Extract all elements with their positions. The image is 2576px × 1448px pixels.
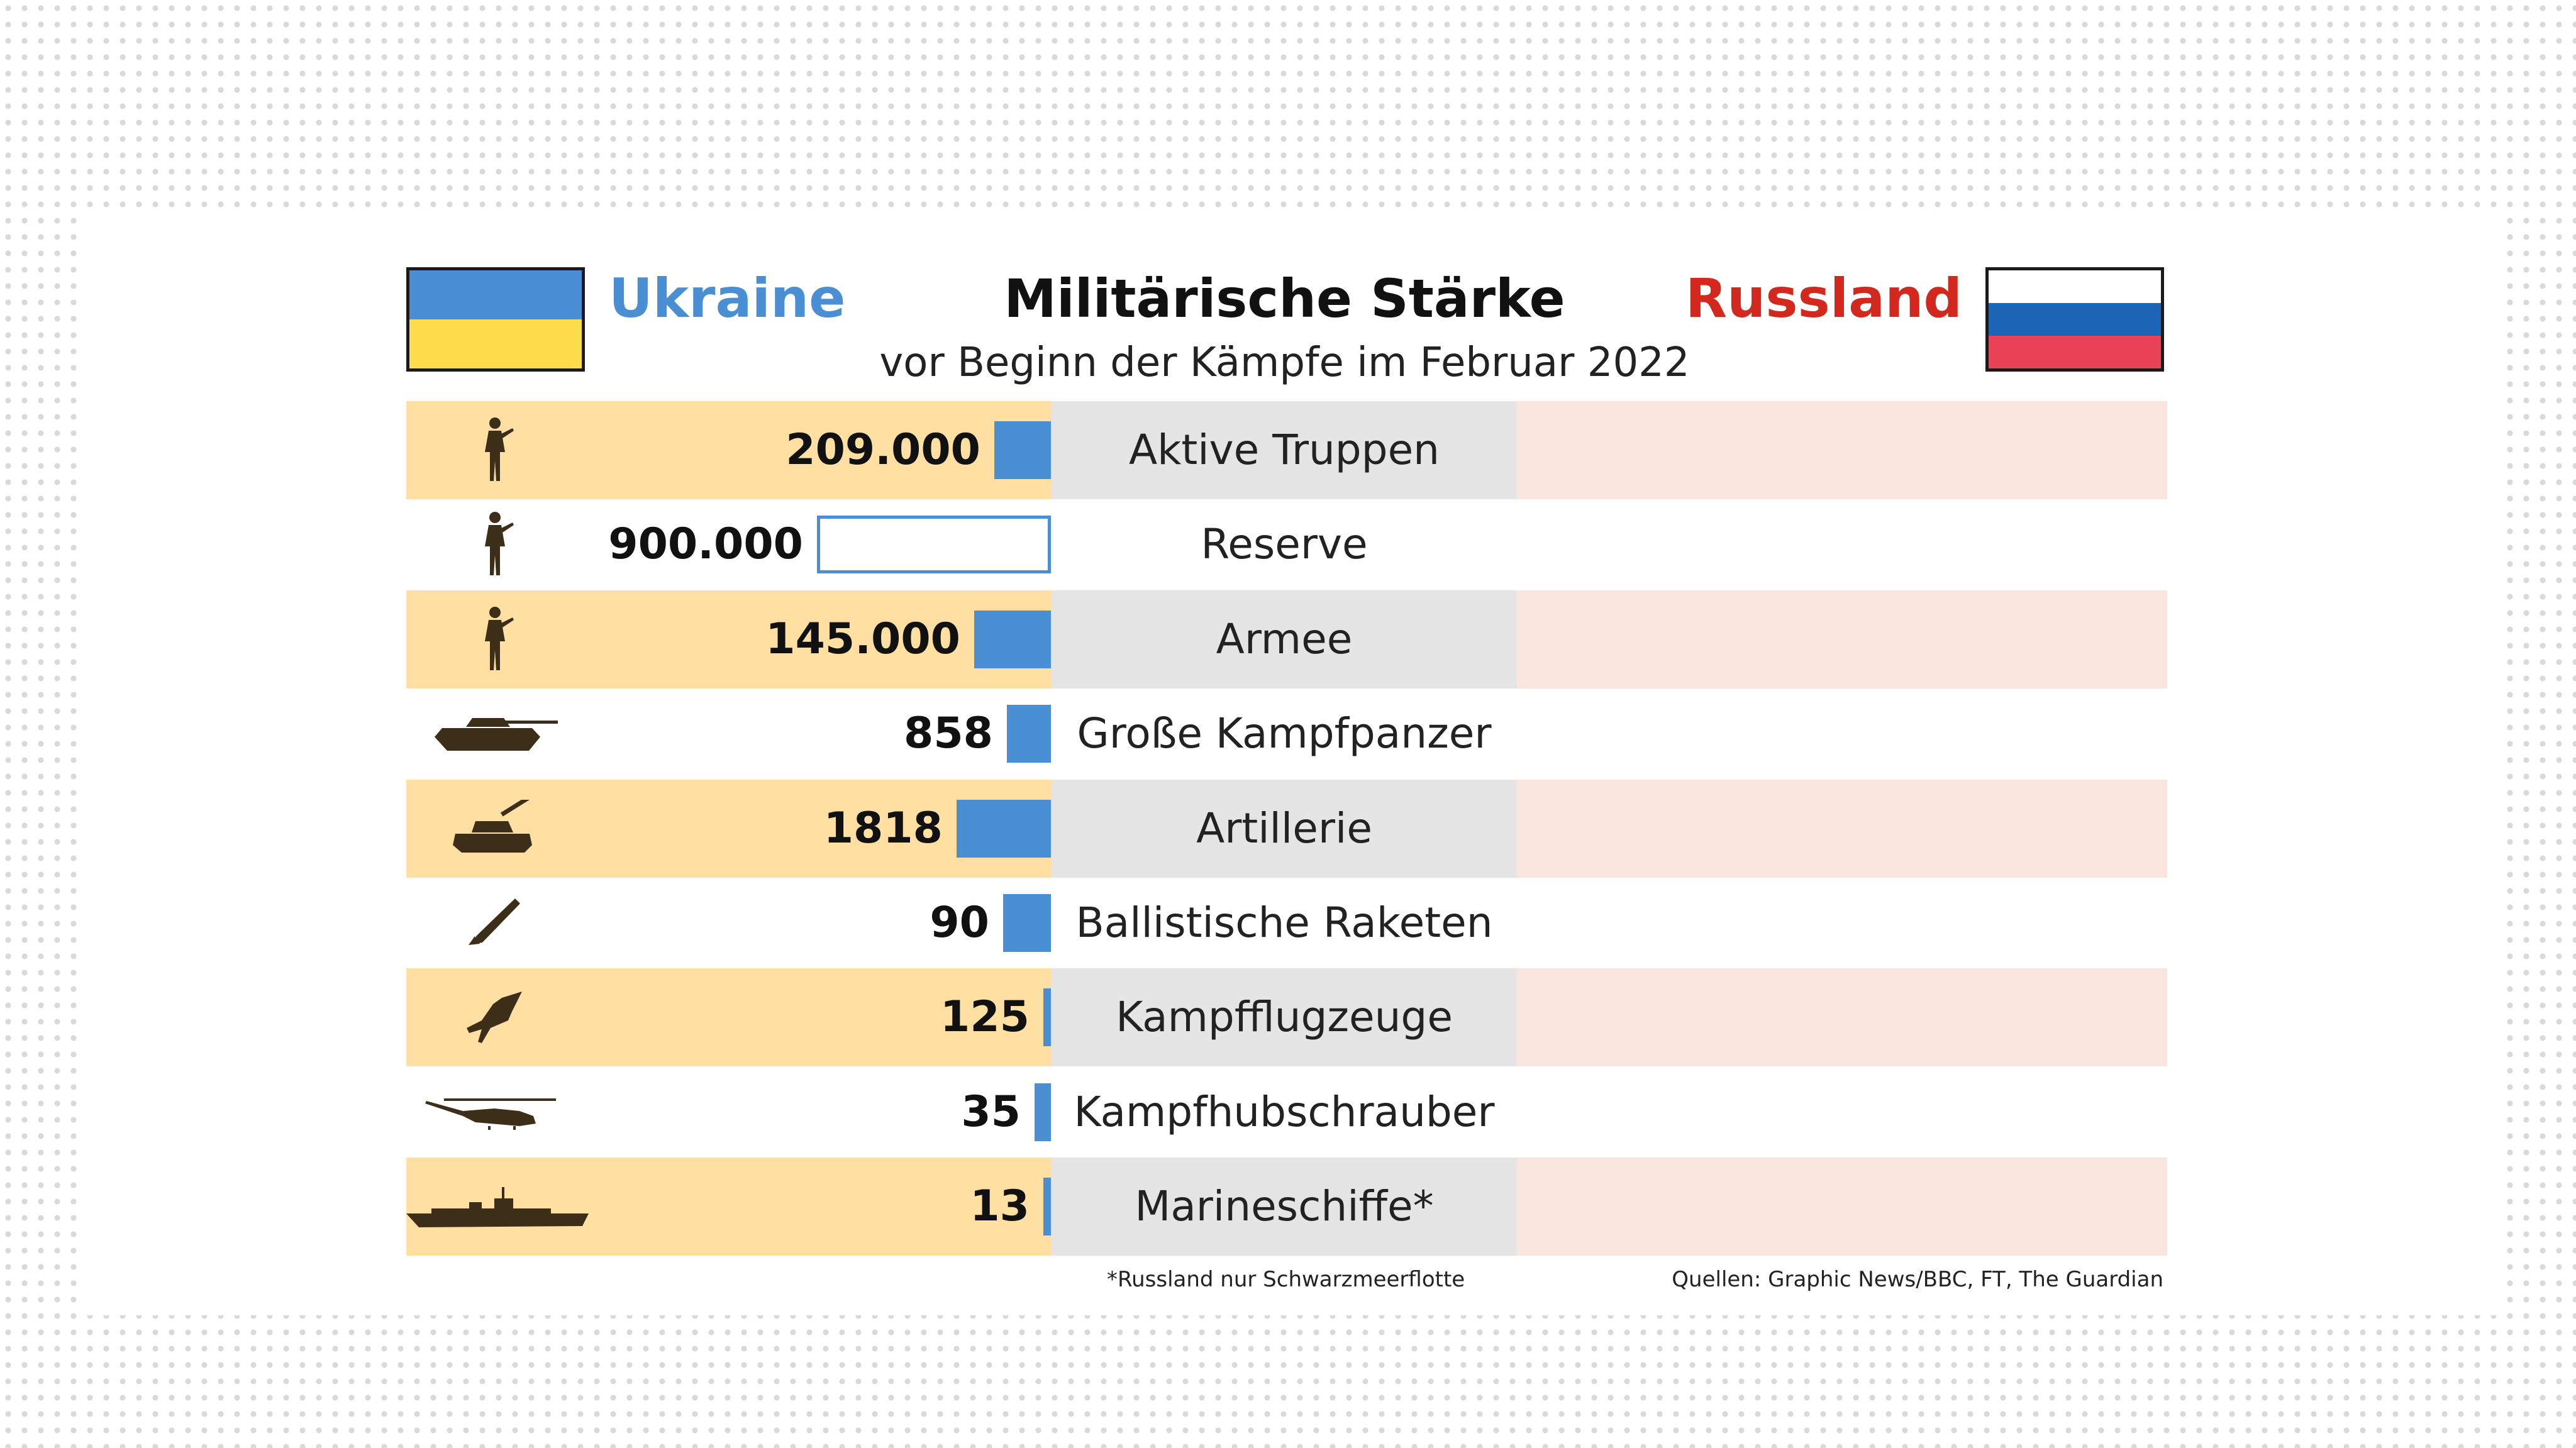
category-label: Armee	[1216, 614, 1353, 663]
row-band-russia	[1517, 968, 2167, 1067]
category-label: Kampfflugzeuge	[1116, 993, 1453, 1042]
category-label: Reserve	[1201, 520, 1368, 569]
category-label: Aktive Truppen	[1128, 426, 1440, 474]
value-label: 13	[970, 1181, 1030, 1232]
value-label: 858	[904, 709, 993, 759]
bar-ukraine	[817, 516, 1051, 574]
row-band-category	[1052, 779, 1517, 878]
value-label: 90	[930, 898, 989, 948]
row-band-russia	[1517, 590, 2167, 688]
soldier-icon	[477, 510, 515, 582]
value-label: 209.000	[786, 425, 980, 475]
row-band-category	[1052, 1158, 1517, 1256]
row-band-ukraine	[406, 779, 1052, 878]
bar-ukraine	[1035, 1083, 1051, 1141]
bar-ukraine	[957, 799, 1051, 858]
sources: Quellen: Graphic News/BBC, FT, The Guard…	[1672, 1267, 2163, 1292]
helicopter-icon	[425, 1093, 557, 1134]
row-band-category	[1052, 590, 1517, 688]
row-band-ukraine	[406, 968, 1052, 1067]
chart-subtitle: vor Beginn der Kämpfe im Februar 2022	[879, 340, 1690, 386]
bar-ukraine	[1003, 894, 1051, 952]
bar-ukraine	[994, 421, 1051, 479]
russia-flag-icon	[1985, 267, 2164, 372]
soldier-icon	[477, 605, 515, 677]
value-label: 35	[961, 1086, 1021, 1137]
category-label: Artillerie	[1196, 804, 1372, 853]
tank-icon	[428, 712, 560, 758]
category-label: Ballistische Raketen	[1075, 898, 1493, 947]
table-row: 900.000 Reserve	[406, 495, 2167, 594]
table-row: 209.000 Aktive Truppen	[406, 401, 2167, 499]
ukraine-label: Ukraine	[609, 267, 846, 330]
warship-icon	[406, 1186, 589, 1232]
bar-ukraine	[974, 610, 1051, 668]
footnote: *Russland nur Schwarzmeerflotte	[1107, 1267, 1465, 1292]
row-band-russia	[1517, 401, 2167, 499]
bar-ukraine	[1043, 988, 1051, 1047]
bar-ukraine	[1007, 705, 1051, 763]
category-label: Marineschiffe*	[1135, 1182, 1434, 1231]
table-row: 13 Marineschiffe*	[406, 1158, 2167, 1256]
soldier-icon	[477, 416, 515, 487]
value-label: 1818	[823, 803, 943, 853]
value-label: 145.000	[765, 614, 960, 664]
category-label: Große Kampfpanzer	[1077, 709, 1492, 758]
chart-panel	[82, 207, 2497, 1315]
row-band-ukraine	[406, 401, 1052, 499]
artillery-icon	[450, 792, 538, 859]
category-label: Kampfhubschrauber	[1074, 1087, 1495, 1136]
missile-icon	[466, 895, 523, 954]
ukraine-flag-icon	[406, 267, 585, 372]
fighter-jet-icon	[463, 989, 526, 1048]
table-row: 145.000 Armee	[406, 590, 2167, 688]
russia-label: Russland	[1685, 267, 1962, 330]
row-band-russia	[1517, 1158, 2167, 1256]
value-label: 900.000	[608, 519, 803, 570]
value-label: 125	[940, 992, 1030, 1042]
table-row: 35 Kampfhubschrauber	[406, 1063, 2167, 1161]
row-band-category	[1052, 401, 1517, 499]
row-band-russia	[1517, 779, 2167, 878]
bar-ukraine	[1043, 1178, 1051, 1236]
chart-title: Militärische Stärke	[1004, 268, 1565, 329]
row-band-ukraine	[406, 1158, 1052, 1256]
row-band-ukraine	[406, 590, 1052, 688]
table-row: 90 Ballistische Raketen	[406, 874, 2167, 972]
table-row: 125 Kampfflugzeuge	[406, 968, 2167, 1067]
row-band-category	[1052, 968, 1517, 1067]
table-row: 1818 Artillerie	[406, 779, 2167, 878]
table-row: 858 Große Kampfpanzer	[406, 685, 2167, 783]
